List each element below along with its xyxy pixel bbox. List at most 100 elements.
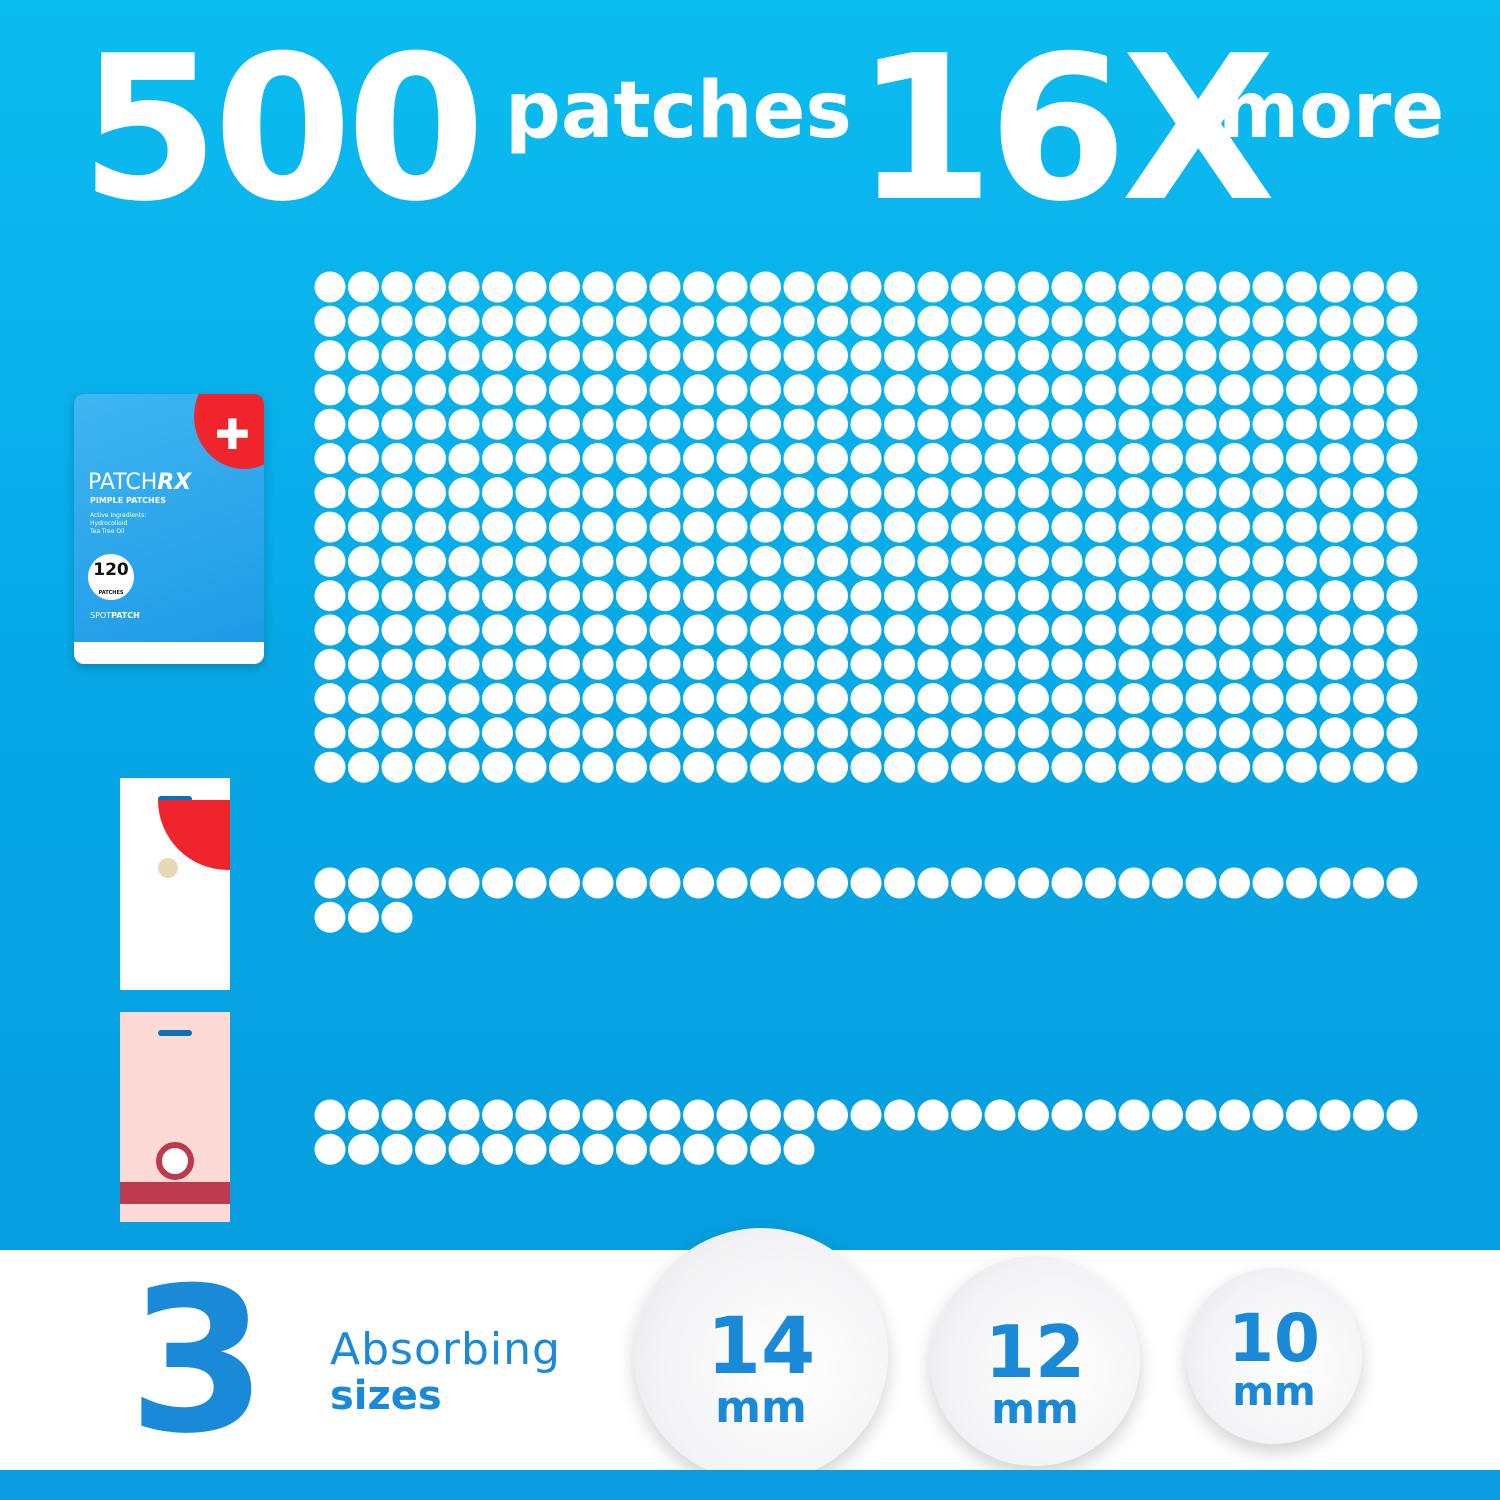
patch-dot xyxy=(1051,1099,1083,1131)
patch-dot xyxy=(1152,477,1183,509)
patch-dot xyxy=(482,614,513,646)
size-value: 14 xyxy=(706,1302,816,1392)
patch-dot xyxy=(515,305,547,337)
patch-dot xyxy=(1118,511,1150,543)
patch-dot xyxy=(515,1099,547,1131)
patch-dot xyxy=(1286,751,1317,783)
patch-dot xyxy=(716,867,748,899)
patch-dot xyxy=(515,648,547,680)
patch-dot xyxy=(850,1099,882,1131)
patch-dot xyxy=(482,1099,513,1131)
patch-dot xyxy=(984,443,1016,474)
patch-dot xyxy=(884,614,915,646)
patch-dot xyxy=(549,717,580,749)
patch-dot xyxy=(850,648,882,680)
patch-dot xyxy=(1085,580,1116,612)
size-sticker-12mm: 12 mm xyxy=(930,1256,1140,1466)
patch-dot xyxy=(1185,443,1217,474)
patch-dot xyxy=(482,717,513,749)
patch-dot xyxy=(1319,511,1351,543)
patch-dot xyxy=(1353,580,1384,612)
patch-dot xyxy=(1319,683,1351,715)
headline-multiplier-label: more xyxy=(1218,66,1445,156)
patch-dot xyxy=(783,1133,815,1165)
patch-dot xyxy=(348,271,379,303)
patch-dot xyxy=(1051,717,1083,749)
patch-dot xyxy=(750,1133,781,1165)
patch-dot xyxy=(1386,374,1418,406)
patch-dot xyxy=(951,545,982,577)
patch-dot xyxy=(415,511,446,543)
patch-dot xyxy=(1085,374,1116,406)
patch-dot xyxy=(750,717,781,749)
patch-dot xyxy=(1085,683,1116,715)
patch-dot xyxy=(1386,751,1418,783)
patch-dot xyxy=(1018,867,1049,899)
patch-dot xyxy=(850,717,882,749)
patch-dot xyxy=(683,545,714,577)
patch-dot xyxy=(716,443,748,474)
patch-dot xyxy=(716,340,748,372)
patch-dot xyxy=(582,867,614,899)
patch-dot xyxy=(381,1133,413,1165)
patch-dot xyxy=(649,374,681,406)
patch-dot xyxy=(750,443,781,474)
patch-dot xyxy=(817,648,848,680)
size-unit: mm xyxy=(1232,1369,1316,1415)
patch-dot xyxy=(448,717,480,749)
patch-dot xyxy=(783,683,815,715)
patch-dot xyxy=(850,511,882,543)
patch-dot xyxy=(515,511,547,543)
patch-dot xyxy=(482,683,513,715)
patch-dot xyxy=(884,751,915,783)
patch-dot xyxy=(917,717,949,749)
patch-dot xyxy=(716,408,748,440)
patch-dot xyxy=(951,340,982,372)
patch-dot xyxy=(549,443,580,474)
patch-dot xyxy=(1353,1099,1384,1131)
pouch-subtitle: PIMPLE PATCHES xyxy=(90,496,166,505)
patch-dot xyxy=(381,305,413,337)
patch-dot xyxy=(1286,683,1317,715)
patch-dot xyxy=(750,683,781,715)
patch-dot xyxy=(783,867,815,899)
patch-dot xyxy=(448,1133,480,1165)
patch-dot xyxy=(1051,340,1083,372)
patch-dot xyxy=(1185,614,1217,646)
patch-dot xyxy=(1219,340,1250,372)
patch-dot xyxy=(649,545,681,577)
patch-dot xyxy=(448,580,480,612)
patch-dot xyxy=(884,580,915,612)
cross-icon: ✚ xyxy=(214,410,250,459)
patch-dot xyxy=(1286,271,1317,303)
patch-dot xyxy=(1185,1099,1217,1131)
patch-dot xyxy=(750,614,781,646)
patch-dot xyxy=(1051,408,1083,440)
patch-dot xyxy=(549,614,580,646)
patch-icon xyxy=(158,858,178,878)
patch-dot xyxy=(1252,751,1284,783)
patch-dot xyxy=(1085,648,1116,680)
patch-dot xyxy=(482,374,513,406)
patch-dot xyxy=(582,477,614,509)
stripe xyxy=(120,1182,230,1204)
patch-dot xyxy=(716,305,748,337)
patch-dot xyxy=(1118,580,1150,612)
hang-hole xyxy=(158,1030,192,1036)
patch-dot xyxy=(549,1133,580,1165)
patch-dot xyxy=(1085,545,1116,577)
patch-dot xyxy=(683,408,714,440)
headline-count: 500 xyxy=(80,13,485,246)
patch-dot xyxy=(616,305,647,337)
patch-dot xyxy=(1219,1099,1250,1131)
patch-dot xyxy=(616,477,647,509)
patch-dot xyxy=(1118,751,1150,783)
patch-dot xyxy=(884,1099,915,1131)
patch-dot xyxy=(884,271,915,303)
patch-dot xyxy=(716,511,748,543)
patch-dot xyxy=(1185,374,1217,406)
patch-dot xyxy=(1118,867,1150,899)
patch-dot xyxy=(314,1133,346,1165)
patch-dot xyxy=(649,580,681,612)
pouch-line: SPOTPATCH xyxy=(90,611,140,620)
